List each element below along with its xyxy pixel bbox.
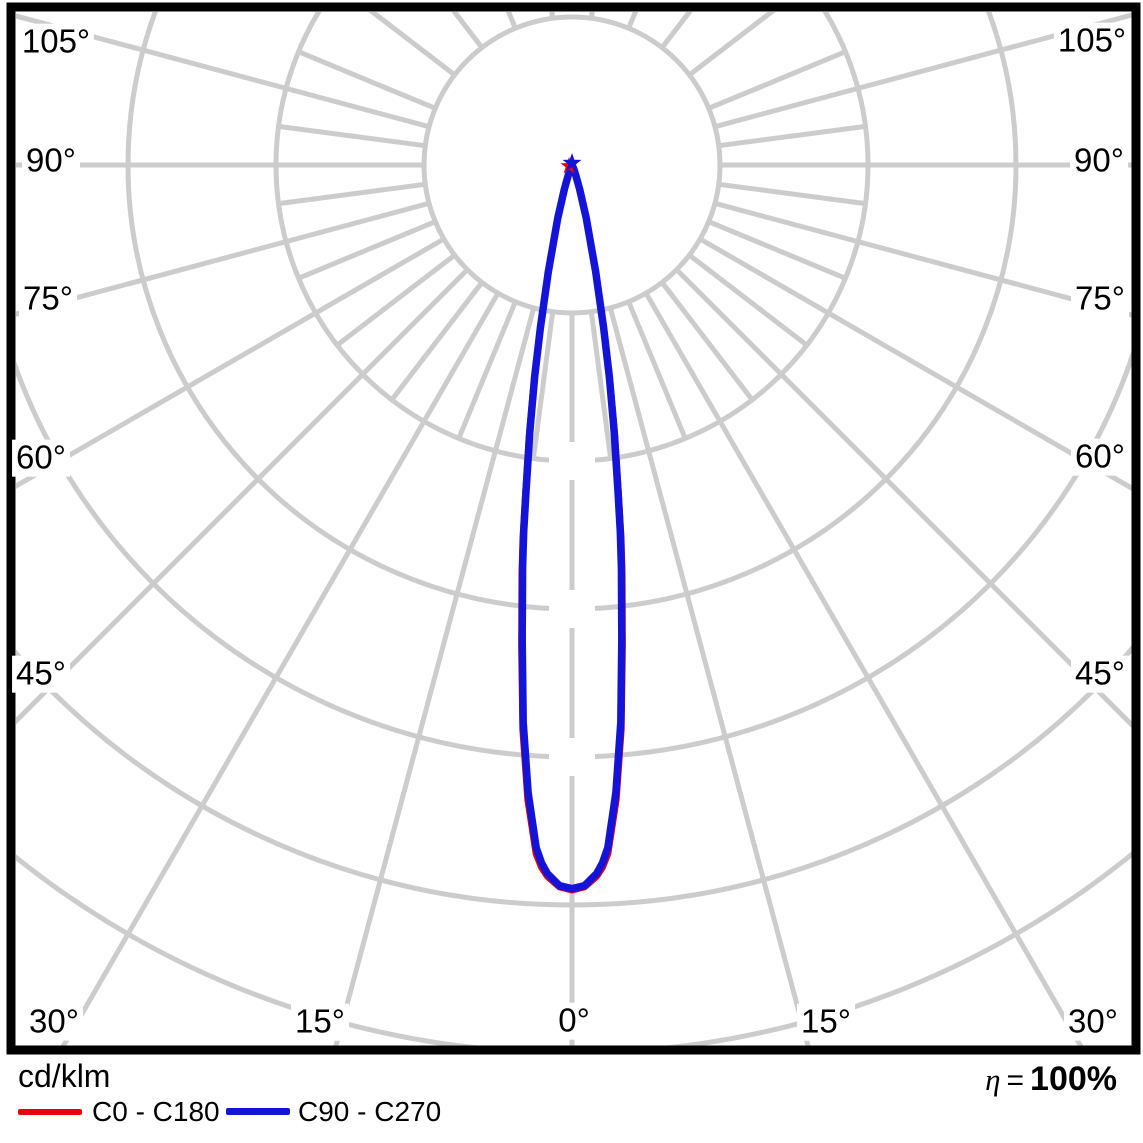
gamma-axis-label: 15° xyxy=(291,1003,349,1041)
legend-swatch-c0-c180 xyxy=(18,1109,82,1115)
gamma-axis-label: 30° xyxy=(1064,1003,1122,1041)
legend-label-c0-c180: C0 - C180 xyxy=(92,1096,220,1127)
eta-value: 100% xyxy=(1030,1060,1117,1098)
eta-equals: = xyxy=(1006,1064,1025,1097)
eta-symbol: η xyxy=(985,1062,1001,1097)
gamma-axis-label: 45° xyxy=(12,655,70,693)
gamma-axis-label: 105° xyxy=(17,23,95,61)
legend-swatch-c90-c270 xyxy=(226,1108,290,1115)
gamma-axis-label: 75° xyxy=(19,280,77,318)
units-label: cd/klm xyxy=(18,1058,111,1094)
gamma-axis-label: 105° xyxy=(1053,22,1131,60)
gamma-axis-label: 30° xyxy=(25,1003,83,1041)
gamma-axis-label: 15° xyxy=(797,1003,855,1041)
gamma-axis-label: 45° xyxy=(1071,655,1129,693)
gamma-axis-label: 90° xyxy=(22,142,80,180)
efficiency-readout: η = 100% xyxy=(985,1060,1117,1099)
gamma-axis-label: 60° xyxy=(1071,438,1129,476)
gamma-axis-label: 75° xyxy=(1071,280,1129,318)
legend-label-c90-c270: C90 - C270 xyxy=(298,1096,442,1127)
gamma-axis-label: 90° xyxy=(1070,142,1128,180)
gamma-axis-label: 0° xyxy=(554,1002,594,1040)
gamma-axis-label: 60° xyxy=(12,439,70,477)
